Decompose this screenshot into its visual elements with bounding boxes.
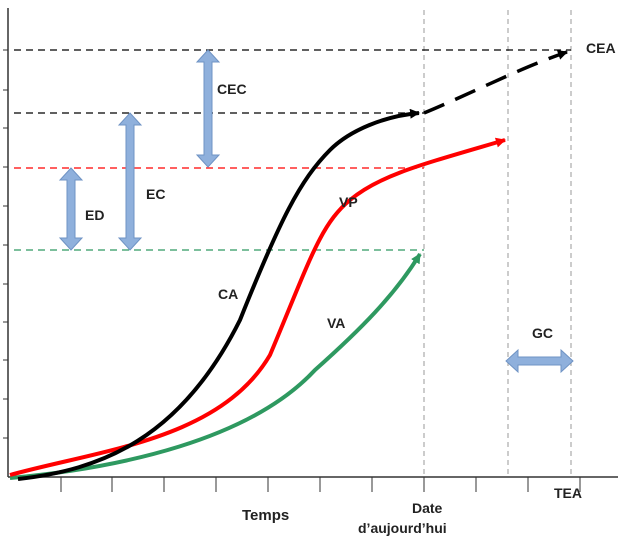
x-axis-label: Temps	[242, 507, 289, 524]
va-label: VA	[327, 315, 345, 331]
cec-label: CEC	[217, 81, 247, 97]
y-axis-ticks	[3, 49, 8, 439]
ed-double-arrow	[58, 167, 84, 251]
date-label-line1: Date	[412, 500, 443, 516]
ca-curve	[17, 108, 420, 481]
va-curve	[9, 252, 422, 480]
date-label-line2: d’aujourd’hui	[358, 520, 447, 536]
ec-double-arrow	[117, 112, 143, 251]
vp-label: VP	[339, 194, 358, 210]
x-axis-ticks	[60, 477, 581, 492]
vp-curve	[9, 137, 506, 477]
ec-label: EC	[146, 186, 165, 202]
ed-label: ED	[85, 207, 104, 223]
cec-double-arrow	[195, 49, 221, 168]
ca-label: CA	[218, 286, 238, 302]
gc-double-arrow	[505, 348, 574, 374]
cea-projection-curve	[423, 50, 568, 115]
cea-label: CEA	[586, 40, 616, 56]
gc-label: GC	[532, 325, 553, 341]
tea-label: TEA	[554, 485, 582, 501]
